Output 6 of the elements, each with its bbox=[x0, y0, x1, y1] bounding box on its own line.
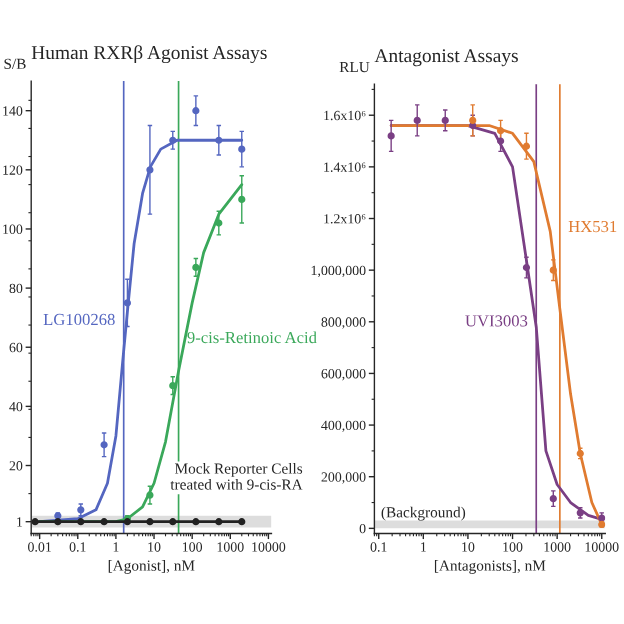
ref-line-label: LG100268 bbox=[43, 313, 115, 326]
ref-line-label: 9-cis-Retinoic Acid bbox=[187, 331, 317, 344]
chart-title: Antagonist Assays bbox=[374, 49, 518, 67]
chart-title: Human RXRβ Agonist Assays bbox=[31, 45, 267, 64]
ref-line-label: HX531 bbox=[568, 220, 617, 233]
ref-line-label: UVI3003 bbox=[465, 315, 528, 327]
